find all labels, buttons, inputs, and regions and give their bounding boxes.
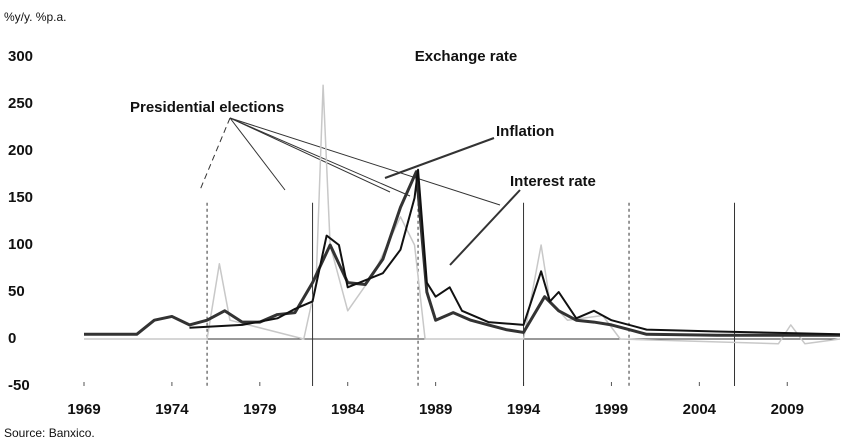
x-tick-label: 1974	[155, 401, 189, 418]
y-tick-label: 300	[8, 48, 33, 65]
y-tick-label: 100	[8, 236, 33, 253]
x-tick-label: 1999	[595, 401, 628, 418]
x-tick-label: 2009	[771, 401, 804, 418]
x-tick-label: 1994	[507, 401, 541, 418]
y-tick-label: 250	[8, 95, 33, 112]
y-tick-label: 200	[8, 142, 33, 159]
annotation: Inflation	[496, 123, 554, 140]
x-tick-label: 2004	[683, 401, 717, 418]
series-line	[84, 84, 841, 345]
series-line	[84, 170, 840, 337]
y-unit-label: %y/y. %p.a.	[4, 10, 66, 24]
y-tick-label: 50	[8, 283, 25, 300]
y-tick-label: 150	[8, 189, 33, 206]
x-tick-label: 1979	[243, 401, 276, 418]
x-tick-label: 1984	[331, 401, 365, 418]
y-tick-label: -50	[8, 377, 30, 394]
annotation-arrows	[199, 117, 521, 266]
annotation: Interest rate	[510, 173, 596, 190]
series-line	[189, 168, 841, 336]
y-tick-label: 0	[8, 330, 16, 347]
annotation: Presidential elections	[130, 99, 284, 116]
source: Source: Banxico.	[4, 426, 95, 440]
chart-title: Exchange rate	[415, 48, 518, 65]
x-tick-label: 1969	[67, 401, 100, 418]
x-tick-label: 1989	[419, 401, 452, 418]
